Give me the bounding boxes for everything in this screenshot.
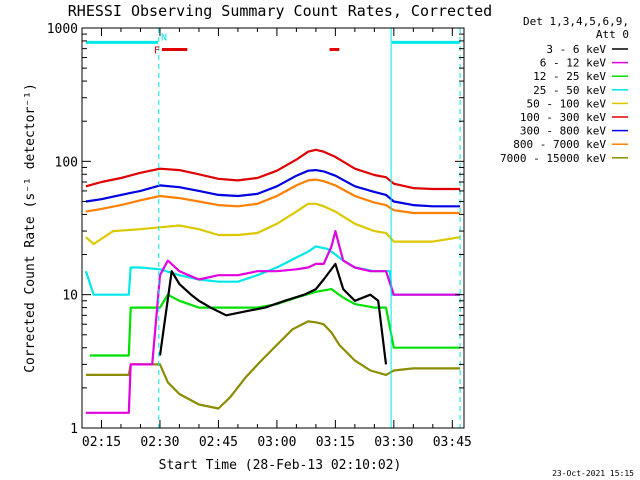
series-line-7 xyxy=(85,178,461,215)
x-tick-label-3: 03:00 xyxy=(257,435,296,450)
x-tick-label-1: 02:30 xyxy=(140,435,179,450)
x-tick-label-4: 03:15 xyxy=(316,435,355,450)
legend-header-line-1: Det 1,3,4,5,6,9, xyxy=(523,15,629,28)
legend-label-8: 7000 - 15000 keV xyxy=(500,152,606,165)
legend-label-1: 6 - 12 keV xyxy=(540,57,607,70)
plot-frame xyxy=(81,27,465,429)
legend-label-0: 3 - 6 keV xyxy=(546,43,606,56)
chart-title: RHESSI Observing Summary Count Rates, Co… xyxy=(68,2,492,20)
footer-timestamp: 23-Oct-2021 15:15 xyxy=(552,469,634,478)
series-line-5 xyxy=(85,148,461,191)
x-tick-label-2: 02:45 xyxy=(199,435,238,450)
y-tick-label-1: 10 xyxy=(62,289,78,304)
series-line-1 xyxy=(85,230,461,414)
legend-label-6: 300 - 800 keV xyxy=(520,125,606,138)
x-axis-label: Start Time (28-Feb-13 02:10:02) xyxy=(159,458,402,473)
series-line-3 xyxy=(84,245,461,296)
axis-ticks: 02:15 02:30 02:45 03:00 03:15 03:30 03:45 1 10 10… xyxy=(47,22,472,450)
x-tick-label-0: 02:15 xyxy=(82,435,121,450)
flare-flag-label: F xyxy=(154,45,160,56)
series-line-4 xyxy=(85,202,461,246)
x-tick-label-5: 03:30 xyxy=(374,435,413,450)
series-line-6 xyxy=(85,169,461,208)
legend-label-3: 25 - 50 keV xyxy=(533,84,606,97)
legend-label-2: 12 - 25 keV xyxy=(533,70,606,83)
series-line-8 xyxy=(85,320,461,410)
y-axis-label: Corrected Count Rate (s⁻¹ detector⁻¹) xyxy=(23,83,38,373)
x-tick-label-6: 03:45 xyxy=(433,435,472,450)
legend-label-4: 50 - 100 keV xyxy=(527,97,607,110)
legend-header-line-2: Att 0 xyxy=(596,28,629,41)
series-line-0 xyxy=(158,262,388,365)
y-tick-label-3: 1000 xyxy=(47,22,78,37)
legend-label-5: 100 - 300 keV xyxy=(520,111,606,124)
legend-label-7: 800 - 7000 keV xyxy=(513,138,606,151)
y-tick-label-0: 1 xyxy=(70,422,78,437)
plot-area xyxy=(84,28,461,428)
attenuator-label: N xyxy=(161,32,167,43)
y-tick-label-2: 100 xyxy=(55,155,78,170)
